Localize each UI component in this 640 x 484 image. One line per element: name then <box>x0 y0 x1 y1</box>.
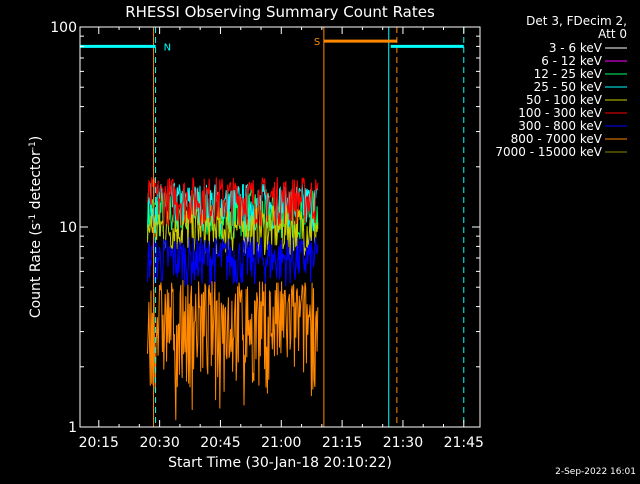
series-line-5 <box>147 177 319 227</box>
legend-header-line1: Det 3, FDecim 2, <box>526 14 627 28</box>
y-tick-label: 1 <box>68 420 77 436</box>
series-line-6 <box>147 236 319 287</box>
legend-label: 25 - 50 keV <box>534 80 603 94</box>
x-axis-label: Start Time (30-Jan-18 20:10:22) <box>168 455 392 471</box>
annotation-label-S: S <box>314 37 320 48</box>
x-tick-label: 21:45 <box>444 435 484 451</box>
y-tick-label: 10 <box>59 220 77 236</box>
legend-label: 50 - 100 keV <box>526 93 603 107</box>
legend-label: 7000 - 15000 keV <box>495 145 602 159</box>
x-tick-label: 20:45 <box>200 435 240 451</box>
annotation-label-N: N <box>164 42 171 53</box>
x-tick-label: 21:15 <box>322 435 362 451</box>
footer-date: 2-Sep-2022 16:01 <box>555 467 636 477</box>
x-axis-ticks: 20:15 20:30 20:45 21:00 21:15 21:30 21:45 <box>79 27 484 451</box>
series-line-4 <box>147 205 319 256</box>
y-axis-label: Count Rate (s-1 detector-1) <box>28 136 44 318</box>
legend-label: 100 - 300 keV <box>518 106 602 120</box>
legend-label: 12 - 25 keV <box>534 67 603 81</box>
plot-data-group <box>147 177 319 421</box>
y-axis-ticks: 1 10 100 <box>50 20 480 436</box>
x-tick-label: 20:15 <box>79 435 119 451</box>
x-tick-label: 21:00 <box>261 435 301 451</box>
legend-label: 800 - 7000 keV <box>511 132 603 146</box>
y-tick-label: 100 <box>50 20 77 36</box>
legend-label: 300 - 800 keV <box>518 119 602 133</box>
series-line-7 <box>147 280 319 421</box>
x-tick-label: 20:30 <box>139 435 179 451</box>
x-tick-label: 21:30 <box>383 435 423 451</box>
legend-header-line2: Att 0 <box>598 27 627 41</box>
legend-label: 3 - 6 keV <box>549 41 603 55</box>
legend-label: 6 - 12 keV <box>541 54 603 68</box>
chart-title: RHESSI Observing Summary Count Rates <box>125 3 435 21</box>
